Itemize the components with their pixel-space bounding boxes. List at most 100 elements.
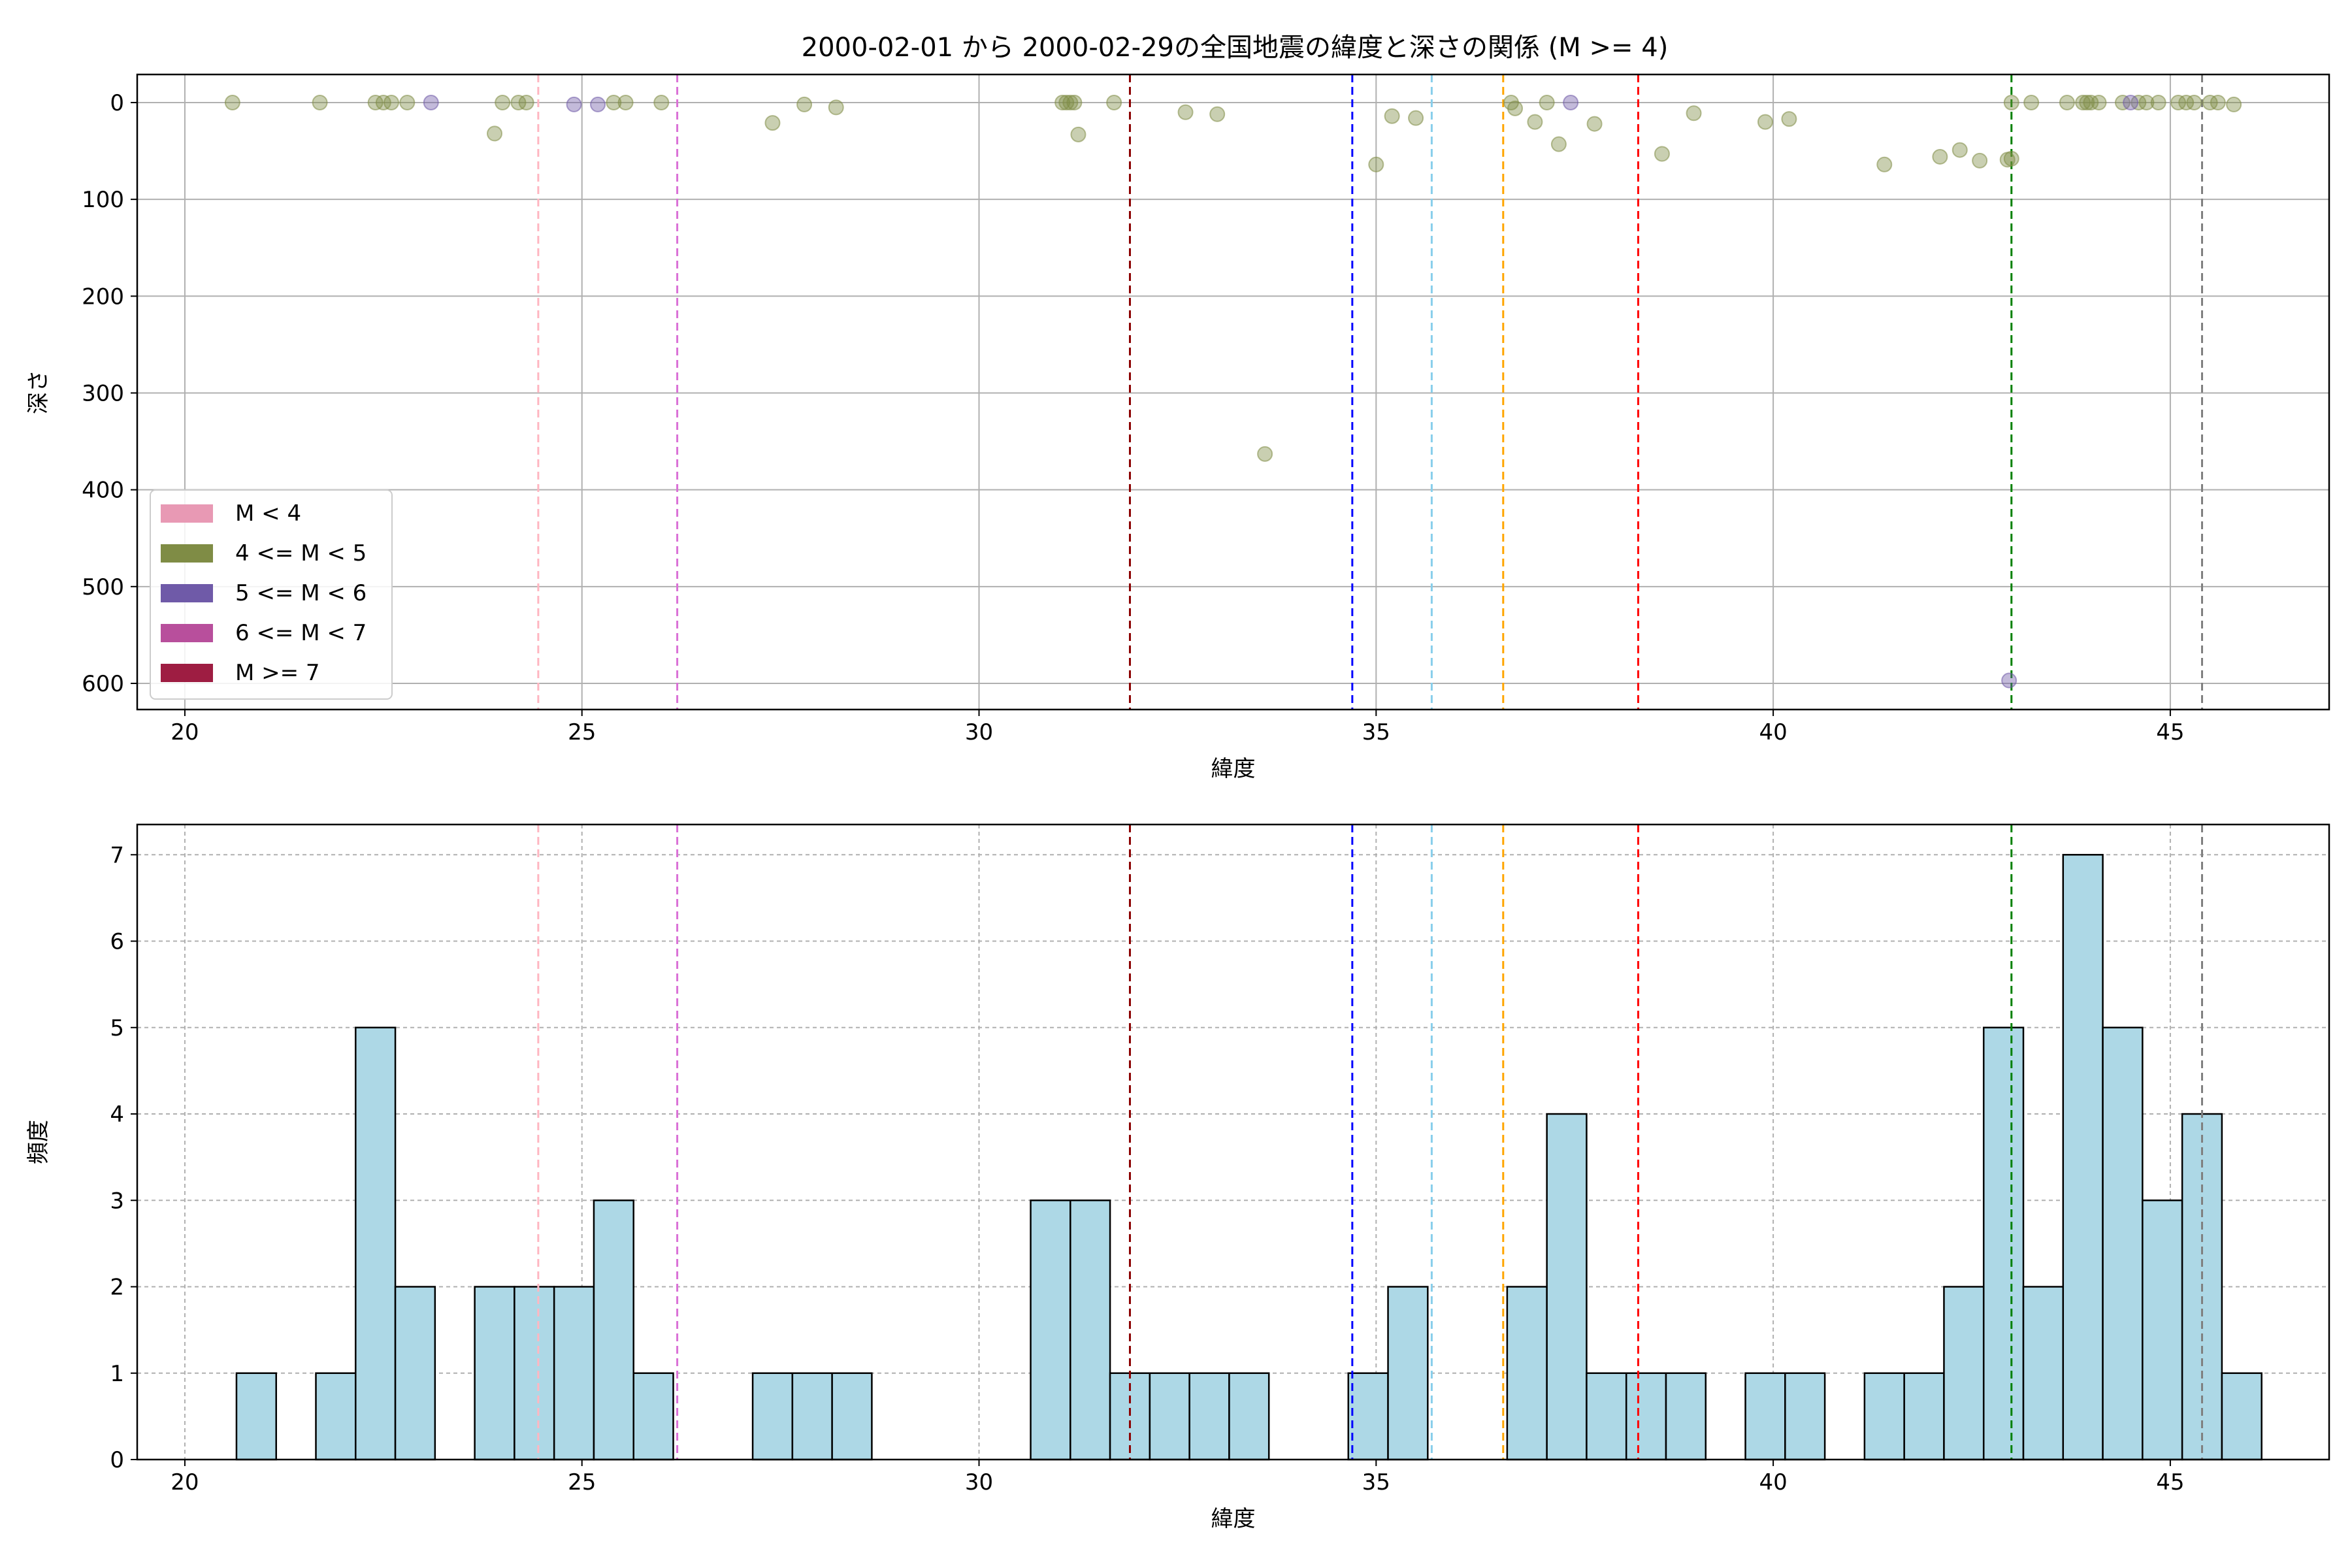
legend-label: 4 <= M < 5 bbox=[235, 540, 367, 566]
x-tick-label: 35 bbox=[1362, 719, 1390, 745]
histogram-bar bbox=[1347, 1372, 1389, 1461]
scatter-point bbox=[2003, 150, 2019, 167]
scatter-point bbox=[2059, 94, 2075, 110]
y-tick-label: 500 bbox=[82, 574, 124, 600]
histogram-bar bbox=[1863, 1372, 1905, 1461]
x-tick-label: 20 bbox=[171, 1469, 199, 1495]
x-tick-label: 40 bbox=[1759, 719, 1787, 745]
x-tick-label: 35 bbox=[1362, 1469, 1390, 1495]
scatter-legend: M < 4 4 <= M < 5 5 <= M < 6 6 <= M < 7 M >= … bbox=[150, 489, 393, 700]
scatter-point bbox=[2210, 94, 2226, 110]
scatter-point bbox=[1408, 110, 1424, 126]
histogram-bar bbox=[831, 1372, 873, 1461]
scatter-point bbox=[1876, 156, 1893, 172]
scatter-point bbox=[383, 94, 399, 110]
scatter-point bbox=[2170, 94, 2187, 110]
scatter-point bbox=[510, 94, 527, 110]
legend-swatch bbox=[161, 544, 213, 563]
scatter-point bbox=[367, 94, 384, 110]
scatter-point bbox=[1550, 136, 1567, 152]
scatter-point bbox=[1058, 94, 1075, 110]
scatter-point bbox=[2178, 94, 2195, 110]
histogram-bar bbox=[2022, 1286, 2065, 1461]
scatter-point bbox=[1070, 126, 1086, 142]
scatter-point bbox=[1686, 105, 1702, 122]
histogram-bar bbox=[1982, 1026, 2025, 1461]
scatter-y-axis-label: 深さ bbox=[25, 370, 52, 414]
scatter-point bbox=[1952, 142, 1968, 158]
histogram-bar bbox=[1188, 1372, 1230, 1461]
histogram-bar bbox=[1903, 1372, 1945, 1461]
scatter-point bbox=[1757, 114, 1773, 130]
scatter-y-ticks: 0 100 200 300 400 500 600 bbox=[82, 90, 137, 697]
histogram-bar bbox=[1149, 1372, 1190, 1461]
scatter-point bbox=[2138, 94, 2155, 110]
scatter-point bbox=[1384, 108, 1400, 124]
scatter-point bbox=[617, 94, 634, 110]
histogram-bar bbox=[235, 1372, 277, 1461]
scatter-point bbox=[1106, 94, 1122, 110]
histogram-axes-frame bbox=[136, 823, 2330, 1461]
legend-swatch bbox=[161, 504, 213, 523]
scatter-grid bbox=[137, 74, 2329, 710]
histogram-bar bbox=[553, 1286, 595, 1461]
scatter-point bbox=[375, 94, 391, 110]
legend-swatch bbox=[161, 664, 213, 682]
x-tick-label: 40 bbox=[1759, 1469, 1787, 1495]
histogram-bar bbox=[2102, 1026, 2144, 1461]
scatter-point bbox=[1563, 94, 1579, 110]
legend-label: 5 <= M < 6 bbox=[235, 580, 367, 606]
y-tick-label: 5 bbox=[110, 1015, 124, 1041]
y-tick-label: 400 bbox=[82, 478, 124, 504]
histogram-x-ticks: 20 25 30 35 40 45 bbox=[171, 1460, 2185, 1495]
histogram-bar bbox=[593, 1200, 634, 1461]
scatter-point bbox=[1257, 446, 1273, 462]
legend-label: 6 <= M < 7 bbox=[235, 620, 367, 646]
legend-swatch bbox=[161, 624, 213, 642]
histogram-bar bbox=[1546, 1113, 1588, 1461]
histogram-bar bbox=[355, 1026, 397, 1461]
histogram-bar bbox=[1387, 1286, 1429, 1461]
scatter-point bbox=[1209, 106, 1226, 122]
histogram-bar bbox=[1744, 1372, 1786, 1461]
histogram-bar bbox=[514, 1286, 555, 1461]
histogram-bar bbox=[394, 1286, 436, 1461]
scatter-point bbox=[764, 115, 781, 131]
histogram-bar bbox=[1625, 1372, 1667, 1461]
histogram-bar bbox=[2062, 854, 2104, 1461]
scatter-point bbox=[2131, 94, 2147, 110]
scatter-point bbox=[2186, 94, 2202, 110]
scatter-point bbox=[2001, 672, 2017, 689]
scatter-point bbox=[590, 96, 606, 112]
histogram-bar bbox=[2142, 1200, 2183, 1461]
scatter-point bbox=[1177, 104, 1194, 120]
histogram-bar bbox=[1665, 1372, 1707, 1461]
scatter-point bbox=[1527, 114, 1543, 130]
scatter-panel: 20 25 30 35 40 45 0 100 200 300 400 500 600 緯度 深さ M… bbox=[25, 73, 2330, 782]
scatter-x-ticks: 20 25 30 35 40 45 bbox=[171, 710, 2185, 745]
scatter-point bbox=[2150, 94, 2166, 110]
scatter-point bbox=[487, 125, 503, 142]
scatter-point bbox=[2023, 94, 2040, 110]
scatter-point bbox=[423, 94, 439, 110]
scatter-point bbox=[1054, 94, 1071, 110]
legend-label: M >= 7 bbox=[235, 660, 320, 686]
x-tick-label: 30 bbox=[965, 719, 993, 745]
histogram-bar bbox=[315, 1372, 357, 1461]
scatter-point bbox=[1539, 94, 1555, 110]
histogram-bar bbox=[1070, 1200, 1111, 1461]
scatter-point bbox=[495, 94, 511, 110]
scatter-point bbox=[2091, 94, 2107, 110]
histogram-bar bbox=[474, 1286, 515, 1461]
y-tick-label: 2 bbox=[110, 1275, 124, 1301]
y-tick-label: 7 bbox=[110, 842, 124, 868]
y-tick-label: 6 bbox=[110, 929, 124, 955]
y-tick-label: 0 bbox=[110, 1447, 124, 1473]
histogram-bars bbox=[235, 854, 2262, 1461]
x-tick-label: 30 bbox=[965, 1469, 993, 1495]
x-tick-label: 25 bbox=[568, 719, 596, 745]
y-tick-label: 1 bbox=[110, 1361, 124, 1387]
scatter-point bbox=[2079, 94, 2095, 110]
scatter-points bbox=[224, 94, 2242, 689]
